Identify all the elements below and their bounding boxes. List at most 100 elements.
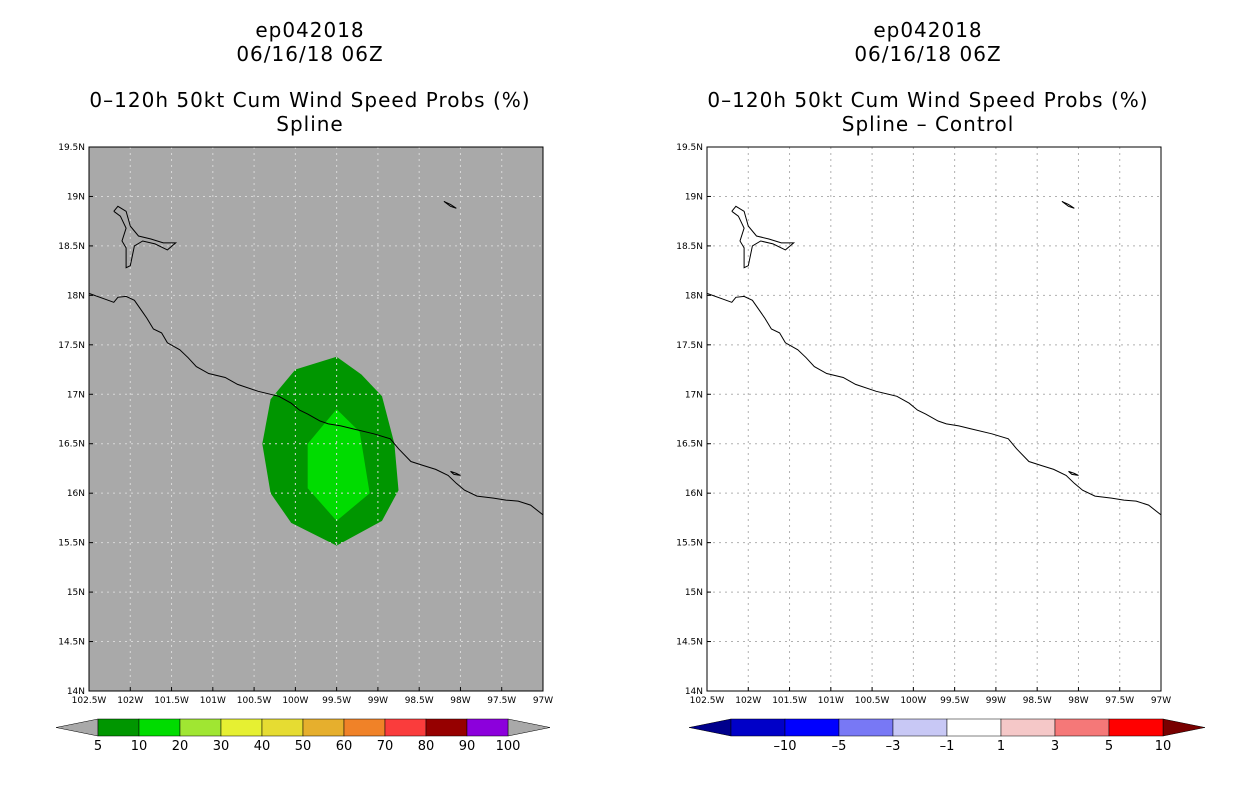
coastline — [88, 292, 544, 516]
x-tick-label: 98.5W — [405, 696, 434, 706]
x-tick-label: 101W — [818, 696, 844, 706]
x-tick-label: 97.5W — [487, 696, 516, 706]
y-tick-label: 18N — [67, 291, 85, 301]
y-tick-label: 15N — [685, 588, 703, 598]
inland-lake-outline — [731, 205, 796, 269]
colorbar-label: 5 — [94, 739, 102, 754]
island-outline — [443, 200, 457, 209]
colorbar-label: 20 — [172, 739, 189, 754]
x-tick-label: 102W — [735, 696, 761, 706]
colorbar-swatch — [730, 718, 786, 737]
colorbar-swatch — [97, 718, 140, 737]
colorbar-swatch — [179, 718, 222, 737]
colorbar-label: 80 — [418, 739, 435, 754]
colorbar-label: 5 — [1105, 739, 1113, 754]
x-tick-label: 100W — [900, 696, 926, 706]
x-tick-label: 99.5W — [940, 696, 969, 706]
colorbar-swatch — [892, 718, 948, 737]
x-tick-label: 98.5W — [1023, 696, 1052, 706]
right-chart-title: ep042018 06/16/18 06Z 0–120h 50kt Cum Wi… — [648, 18, 1208, 136]
y-tick-label: 18.5N — [58, 242, 85, 252]
product-name: 0–120h 50kt Cum Wind Speed Probs (%) — [707, 88, 1149, 112]
colorbar-low-end — [55, 718, 99, 737]
right-colorbar: –10 –5 –3 –1 1 3 5 10 — [688, 718, 1206, 754]
x-tick-label: 101.5W — [154, 696, 189, 706]
colorbar-label: 100 — [496, 739, 521, 754]
colorbar-label: 3 — [1051, 739, 1059, 754]
left-map-panel: 102.5W 102W 101.5W 101W 100.5W 100W 99.5W 99W 98… — [58, 143, 553, 706]
y-tick-label: 18N — [685, 291, 703, 301]
y-tick-label: 15N — [67, 588, 85, 598]
coastline — [706, 292, 1162, 516]
y-tick-label: 18.5N — [676, 242, 703, 252]
colorbar-label: –3 — [886, 739, 901, 754]
y-tick-label: 15.5N — [58, 539, 85, 549]
inland-lake-outline — [113, 205, 178, 269]
colorbar-label: 10 — [131, 739, 148, 754]
colorbar-swatch — [425, 718, 468, 737]
colorbar-label: –1 — [940, 739, 955, 754]
colorbar-low-end — [688, 718, 732, 737]
storm-id: ep042018 — [255, 18, 365, 42]
colorbar-label: 1 — [997, 739, 1005, 754]
y-tick-label: 14.5N — [58, 638, 85, 648]
x-tick-label: 98W — [450, 696, 470, 706]
product-name: 0–120h 50kt Cum Wind Speed Probs (%) — [89, 88, 531, 112]
colorbar-swatch — [784, 718, 840, 737]
x-tick-label: 100.5W — [855, 696, 890, 706]
y-tick-label: 19N — [685, 192, 703, 202]
y-tick-label: 17.5N — [58, 341, 85, 351]
forecast-time: 06/16/18 06Z — [236, 42, 384, 66]
colorbar-label: 10 — [1155, 739, 1172, 754]
coastal-islet-outline — [1068, 470, 1079, 476]
forecast-time: 06/16/18 06Z — [854, 42, 1002, 66]
x-tick-label: 97W — [1151, 696, 1171, 706]
map-frame — [88, 146, 544, 692]
colorbar-label: 40 — [254, 739, 271, 754]
x-tick-label: 99W — [368, 696, 388, 706]
colorbar-swatch — [946, 718, 1002, 737]
x-tick-label: 99W — [986, 696, 1006, 706]
y-tick-label: 19.5N — [58, 143, 85, 153]
x-tick-label: 101.5W — [772, 696, 807, 706]
coastal-islet-outline — [450, 470, 461, 476]
storm-id: ep042018 — [873, 18, 983, 42]
colorbar-label: 30 — [213, 739, 230, 754]
colorbar-label: –10 — [773, 739, 796, 754]
y-tick-label: 19N — [67, 192, 85, 202]
y-tick-label: 17N — [67, 390, 85, 400]
colorbar-swatch — [220, 718, 263, 737]
y-tick-label: 15.5N — [676, 539, 703, 549]
x-tick-label: 100.5W — [237, 696, 272, 706]
y-tick-label: 14N — [685, 687, 703, 697]
y-tick-label: 16N — [685, 489, 703, 499]
y-tick-label: 14.5N — [676, 638, 703, 648]
colorbar-swatch — [466, 718, 509, 737]
colorbar-swatch — [261, 718, 304, 737]
x-tick-label: 102W — [117, 696, 143, 706]
colorbar-high-end — [1162, 718, 1206, 737]
colorbar-swatch — [1108, 718, 1164, 737]
method-name: Spline — [276, 112, 344, 136]
y-tick-label: 17.5N — [676, 341, 703, 351]
y-tick-label: 16N — [67, 489, 85, 499]
colorbar-label: 90 — [459, 739, 476, 754]
colorbar-label: –5 — [832, 739, 847, 754]
colorbar-label: 50 — [295, 739, 312, 754]
x-tick-label: 102.5W — [690, 696, 725, 706]
colorbar-label: 70 — [377, 739, 394, 754]
x-tick-label: 97.5W — [1105, 696, 1134, 706]
x-tick-label: 102.5W — [72, 696, 107, 706]
y-tick-label: 14N — [67, 687, 85, 697]
y-tick-label: 16.5N — [58, 440, 85, 450]
colorbar-label: 60 — [336, 739, 353, 754]
colorbar-swatch — [1000, 718, 1056, 737]
left-colorbar: 5 10 20 30 40 50 60 70 80 90 100 — [55, 718, 551, 754]
x-tick-label: 98W — [1068, 696, 1088, 706]
y-tick-label: 16.5N — [676, 440, 703, 450]
colorbar-swatch — [138, 718, 181, 737]
colorbar-swatch — [1054, 718, 1110, 737]
x-tick-label: 97W — [533, 696, 553, 706]
island-outline — [1061, 200, 1075, 209]
colorbar-swatch — [343, 718, 386, 737]
